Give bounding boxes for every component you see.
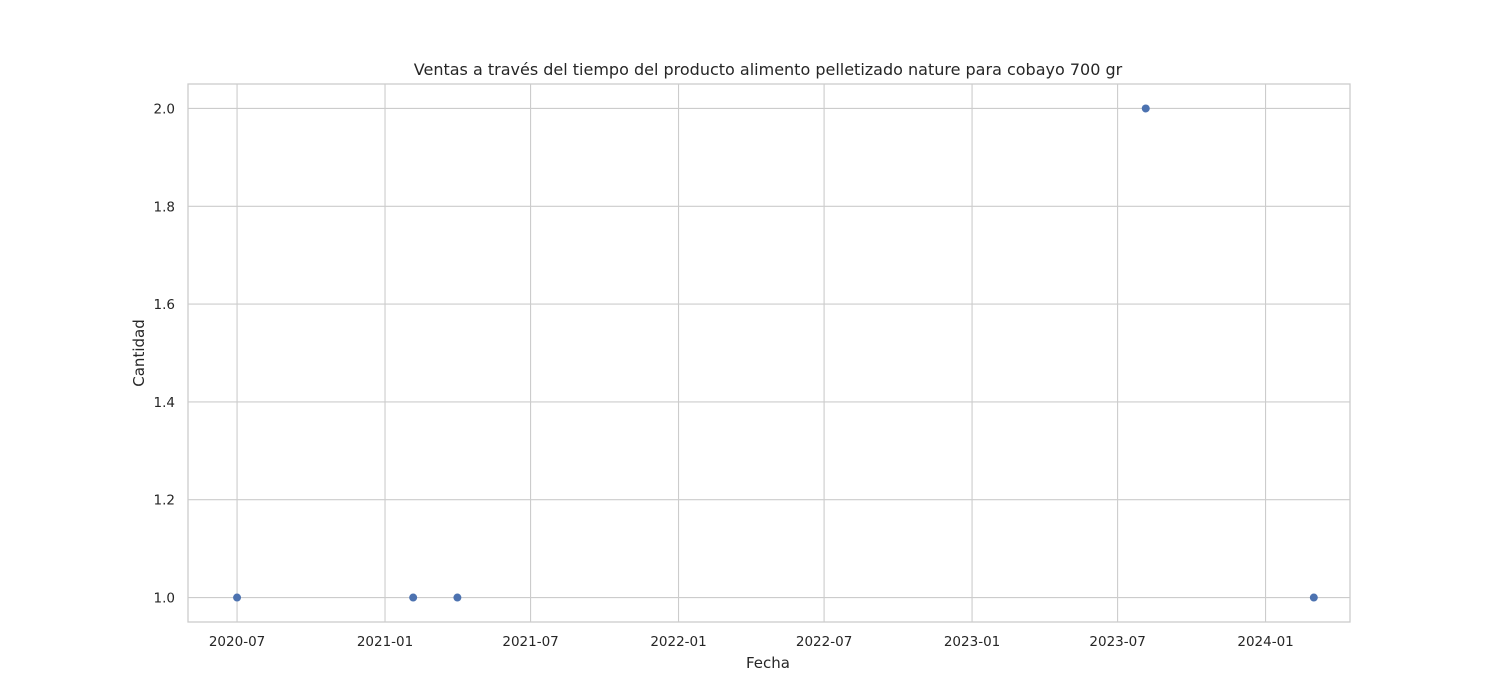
- chart-title: Ventas a través del tiempo del producto …: [414, 60, 1123, 79]
- x-tick-label: 2020-07: [209, 634, 265, 650]
- data-point: [409, 593, 418, 602]
- y-tick-label: 1.0: [154, 591, 175, 607]
- y-tick-label: 2.0: [154, 101, 175, 117]
- data-points: [233, 104, 1318, 602]
- x-tick-label: 2024-01: [1237, 634, 1293, 650]
- x-tick-label: 2022-07: [796, 634, 852, 650]
- x-tick-label: 2021-01: [357, 634, 413, 650]
- y-tick-label: 1.6: [154, 297, 175, 313]
- x-tick-label: 2022-01: [650, 634, 706, 650]
- x-tick-label: 2023-01: [944, 634, 1000, 650]
- y-tick-labels: 1.0 1.2 1.4 1.6 1.8 2.0: [154, 101, 175, 606]
- data-point: [1309, 593, 1318, 602]
- data-point: [453, 593, 462, 602]
- y-tick-label: 1.4: [154, 395, 175, 411]
- y-tick-label: 1.8: [154, 199, 175, 215]
- x-axis-label: Fecha: [746, 654, 790, 672]
- grid: [188, 84, 1350, 622]
- x-tick-labels: 2020-07 2021-01 2021-07 2022-01 2022-07 2023-…: [209, 634, 1294, 650]
- x-tick-label: 2021-07: [502, 634, 558, 650]
- data-point: [1141, 104, 1150, 113]
- plot-frame: [187, 83, 1351, 623]
- y-axis-label: Cantidad: [130, 319, 148, 386]
- data-point: [233, 593, 242, 602]
- y-tick-label: 1.2: [154, 493, 175, 509]
- x-tick-label: 2023-07: [1089, 634, 1145, 650]
